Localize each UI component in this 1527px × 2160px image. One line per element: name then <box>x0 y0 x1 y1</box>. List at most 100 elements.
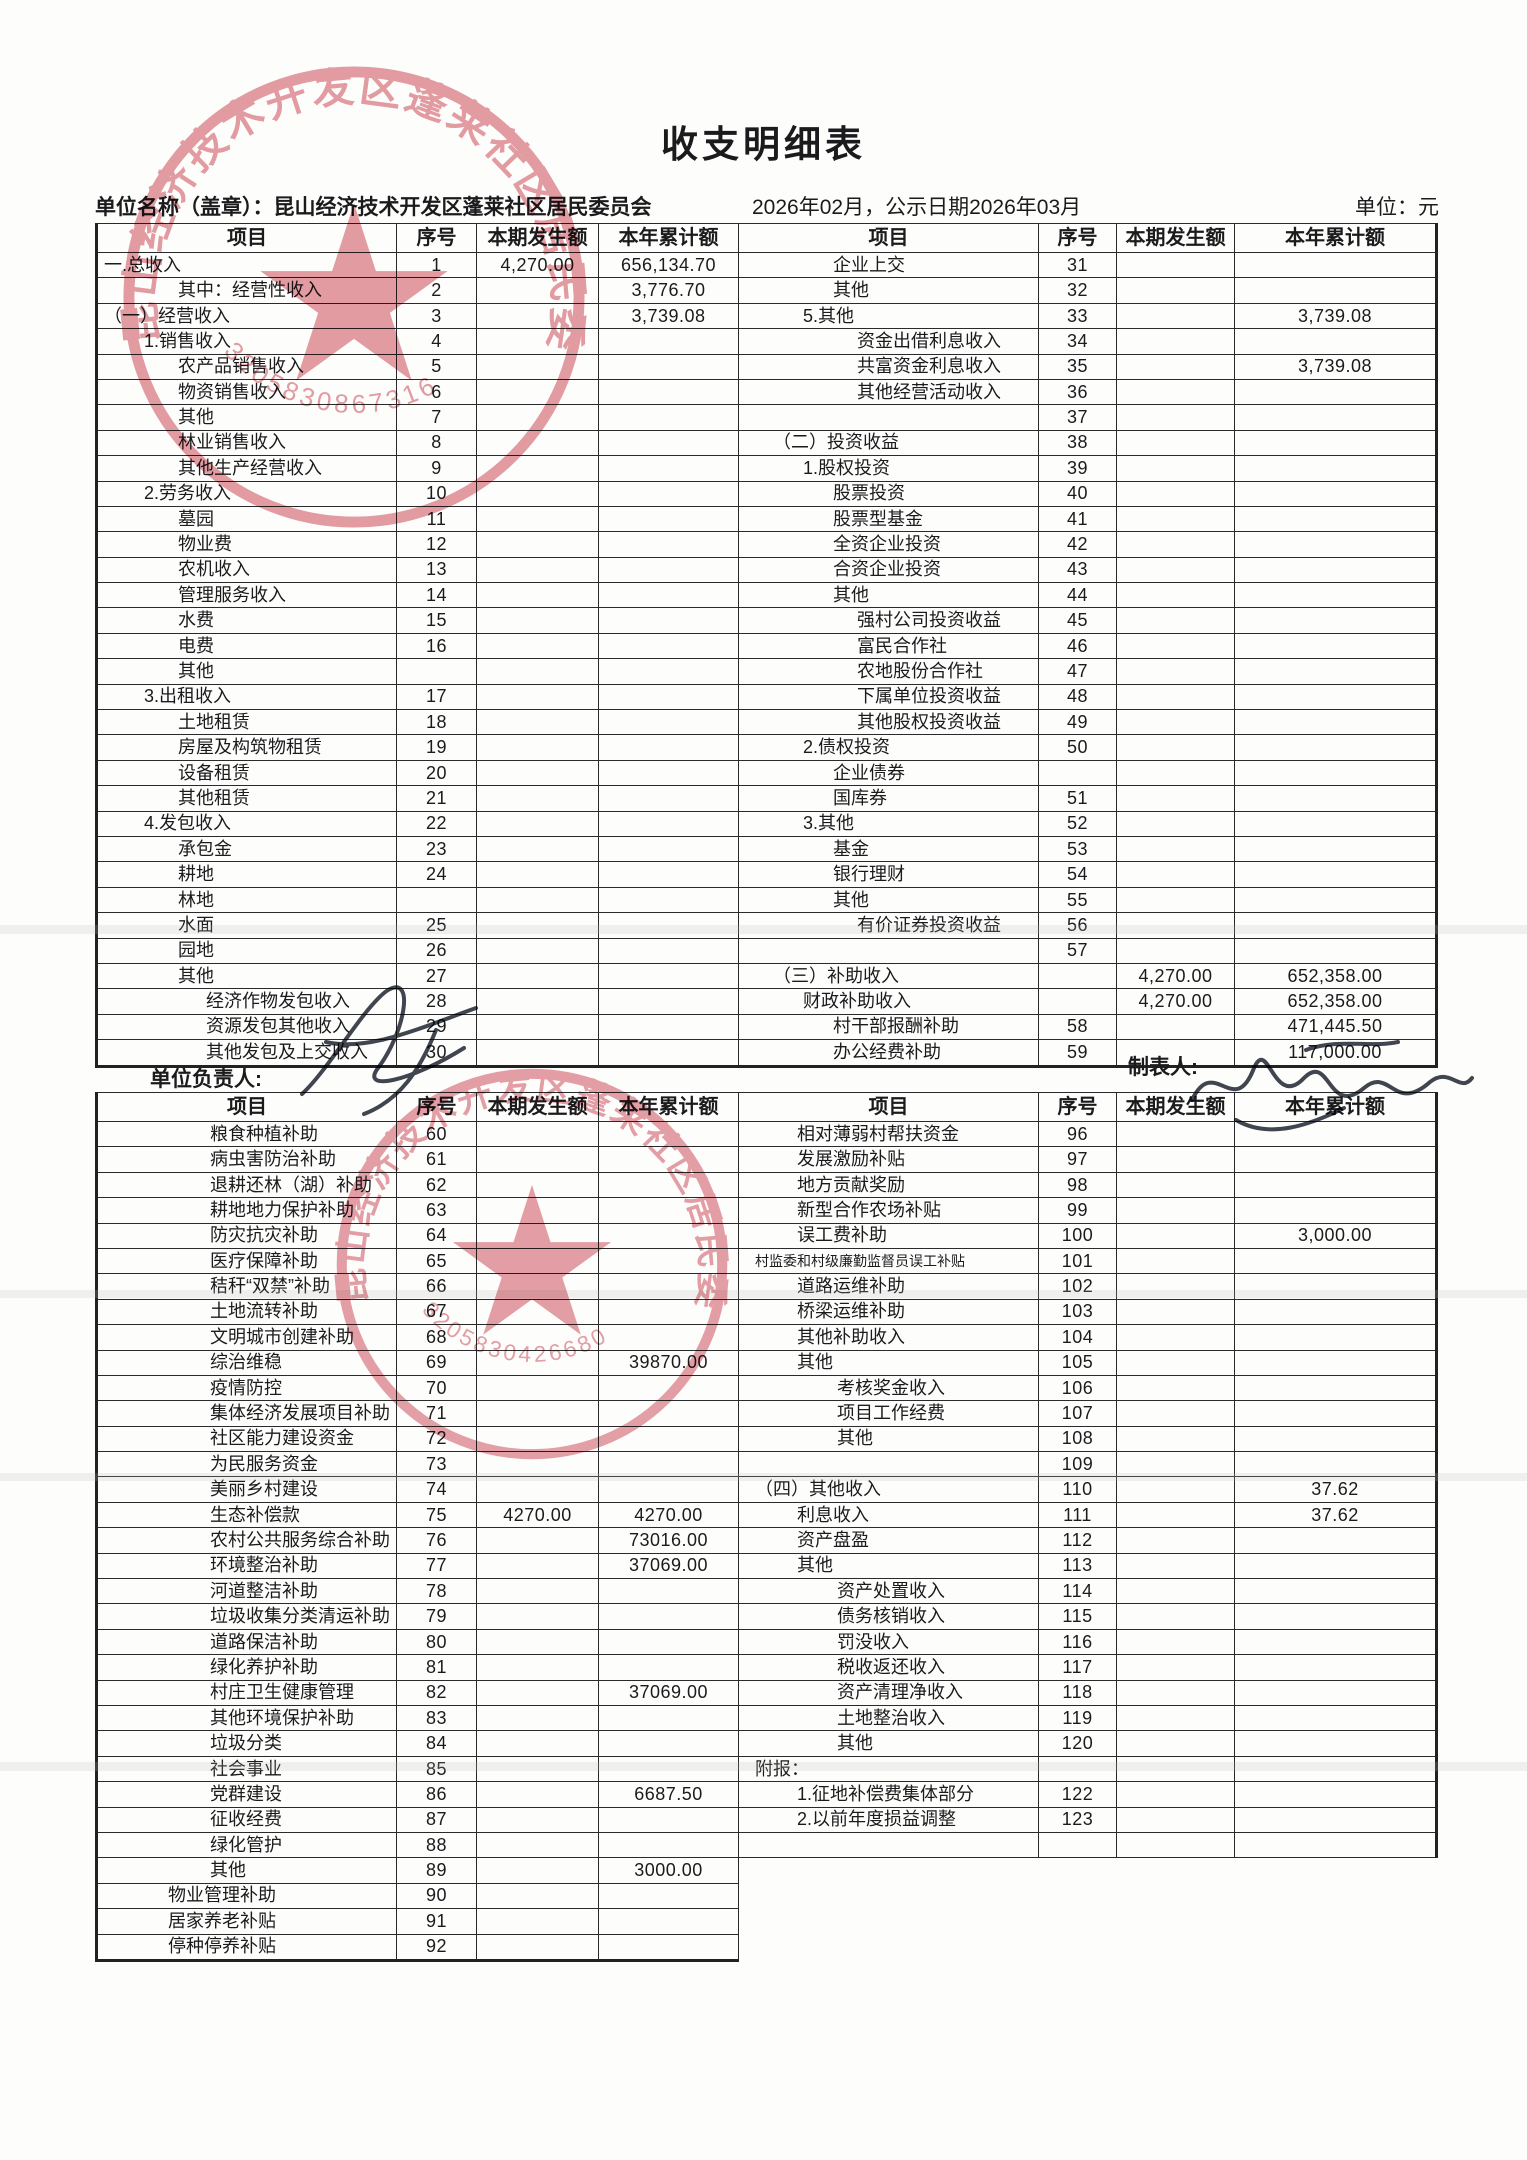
ytd-amount-cell <box>598 1654 739 1681</box>
empty-region <box>1039 1858 1117 1883</box>
seq-cell: 31 <box>1038 251 1117 279</box>
ytd-amount-cell <box>598 480 739 507</box>
current-amount-cell <box>476 1730 599 1757</box>
table-row: 物资销售收入 6 其他经营活动收入 36 <box>95 378 1438 406</box>
seq-cell: 65 <box>396 1247 477 1275</box>
current-amount-cell <box>476 734 599 761</box>
item-cell: 美丽乡村建设 <box>95 1476 397 1503</box>
item-cell: 物业费 <box>95 531 397 558</box>
seq-cell: 37 <box>1038 404 1117 431</box>
current-amount-cell <box>1116 378 1235 406</box>
item-cell <box>738 1451 1039 1478</box>
item-cell: 财政补助收入 <box>738 988 1039 1015</box>
ytd-amount-cell <box>1234 937 1438 964</box>
item-cell: 资产盘盈 <box>738 1527 1039 1554</box>
seq-cell: 46 <box>1038 632 1117 660</box>
item-cell: 考核奖金收入 <box>738 1374 1039 1402</box>
table-row: 文明城市创建补助 68 其他补助收入 104 <box>95 1324 1438 1351</box>
item-cell: 资产处置收入 <box>738 1578 1039 1605</box>
item-cell: 物资销售收入 <box>95 378 397 406</box>
table-row: 房屋及构筑物租赁 19 2.债权投资 50 <box>95 734 1438 761</box>
ytd-amount-cell: 117,000.00 <box>1234 1039 1438 1068</box>
table-row: 农机收入 13 合资企业投资 43 <box>95 556 1438 584</box>
item-cell: 全资企业投资 <box>738 531 1039 558</box>
table-row: 资源发包其他收入 29 村干部报酬补助 58 471,445.50 <box>95 1013 1438 1041</box>
item-cell: 耕地 <box>95 861 397 888</box>
ytd-amount-cell <box>1234 1451 1438 1478</box>
seq-cell: 71 <box>396 1400 477 1427</box>
ytd-amount-cell <box>598 1831 739 1859</box>
seq-cell: 89 <box>396 1857 477 1884</box>
seq-cell: 87 <box>396 1806 477 1833</box>
current-amount-cell <box>1116 404 1235 431</box>
table-row: 退耕还林（湖）补助 62 地方贡献奖励 98 <box>95 1171 1438 1199</box>
item-cell: 村干部报酬补助 <box>738 1013 1039 1041</box>
seq-cell: 84 <box>396 1730 477 1757</box>
item-cell <box>738 937 1039 964</box>
seq-cell: 122 <box>1038 1781 1117 1808</box>
current-amount-cell <box>476 1882 599 1910</box>
item-cell: 环境整治补助 <box>95 1552 397 1580</box>
current-amount-cell <box>1116 1501 1235 1529</box>
item-cell: 1.股权投资 <box>738 455 1039 482</box>
empty-region <box>739 1883 1039 1908</box>
table-row: 农产品销售收入 5 共富资金利息收入 35 3,739.08 <box>95 353 1438 380</box>
item-cell: 土地租赁 <box>95 709 397 736</box>
ytd-amount-cell <box>1234 734 1438 761</box>
ytd-amount-cell <box>1234 1298 1438 1326</box>
ytd-amount-cell: 6687.50 <box>598 1781 739 1808</box>
current-amount-cell <box>1116 709 1235 736</box>
seq-cell: 114 <box>1038 1578 1117 1605</box>
ytd-amount-cell <box>1234 1755 1438 1783</box>
ytd-amount-cell <box>598 1578 739 1605</box>
ytd-amount-cell <box>598 810 739 837</box>
ytd-amount-cell: 73016.00 <box>598 1527 739 1554</box>
column-header: 项目 <box>95 223 397 253</box>
ytd-amount-cell <box>1234 1349 1438 1376</box>
ytd-amount-cell: 37.62 <box>1234 1476 1438 1503</box>
table-row: 其他 农地股份合作社 47 <box>95 658 1438 685</box>
ytd-amount-cell <box>1234 607 1438 634</box>
seq-cell: 111 <box>1038 1501 1117 1529</box>
subsidy-table-bottom-grid: 项目 序号 本期发生额 本年累计额 项目 序号 本期发生额 本年累计额 粮食种植补助 60 相对薄弱… <box>95 1092 1438 1962</box>
empty-region <box>1039 1909 1117 1934</box>
current-amount-cell <box>476 404 599 431</box>
current-amount-cell <box>476 429 599 457</box>
seq-cell: 77 <box>396 1552 477 1580</box>
ytd-amount-cell <box>598 1324 739 1351</box>
seq-cell: 1 <box>396 251 477 279</box>
ytd-amount-cell <box>1234 1527 1438 1554</box>
seq-cell: 41 <box>1038 505 1117 533</box>
ytd-amount-cell <box>598 1247 739 1275</box>
ytd-amount-cell <box>1234 1247 1438 1275</box>
table-row: 水面 25 有价证券投资收益 56 <box>95 912 1438 939</box>
current-amount-cell <box>476 1146 599 1173</box>
item-cell: 股票投资 <box>738 480 1039 507</box>
ytd-amount-cell <box>598 988 739 1015</box>
ytd-amount-cell <box>598 1039 739 1068</box>
current-amount-cell <box>1116 1146 1235 1173</box>
table-row: 4.发包收入 22 3.其他 52 <box>95 810 1438 837</box>
current-amount-cell <box>1116 556 1235 584</box>
item-cell: 道路保洁补助 <box>95 1628 397 1656</box>
seq-cell: 107 <box>1038 1400 1117 1427</box>
item-cell: 下属单位投资收益 <box>738 683 1039 711</box>
seq-cell: 24 <box>396 861 477 888</box>
current-amount-cell <box>1116 1273 1235 1300</box>
table-row: 生态补偿款 75 4270.00 4270.00 利息收入 111 37.62 <box>95 1501 1438 1529</box>
ytd-amount-cell <box>1234 1273 1438 1300</box>
item-cell: 强村公司投资收益 <box>738 607 1039 634</box>
income-table-top-grid: 项目 序号 本期发生额 本年累计额 项目 序号 本期发生额 本年累计额 一.总收入 1 4,270.… <box>95 223 1438 1068</box>
seq-cell: 19 <box>396 734 477 761</box>
ytd-amount-cell <box>1234 759 1438 787</box>
current-amount-cell <box>1116 658 1235 685</box>
seq-cell: 14 <box>396 582 477 609</box>
seq-cell: 32 <box>1038 277 1117 304</box>
item-cell: 墓园 <box>95 505 397 533</box>
seq-cell: 43 <box>1038 556 1117 584</box>
item-cell: （二）投资收益 <box>738 429 1039 457</box>
current-amount-cell <box>476 582 599 609</box>
table-row: 其他生产经营收入 9 1.股权投资 39 <box>95 455 1438 482</box>
seq-cell: 85 <box>396 1755 477 1783</box>
table-row: 垃圾分类 84 其他 120 <box>95 1730 1438 1757</box>
